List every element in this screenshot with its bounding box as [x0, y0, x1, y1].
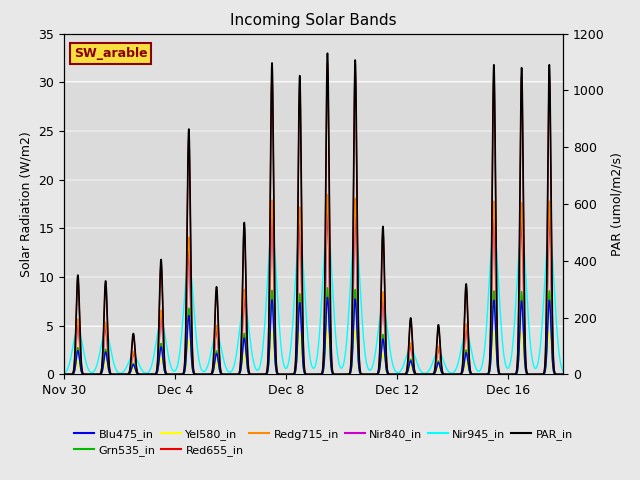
Y-axis label: Solar Radiation (W/m2): Solar Radiation (W/m2) [20, 131, 33, 277]
Y-axis label: PAR (umol/m2/s): PAR (umol/m2/s) [611, 152, 623, 256]
Text: SW_arable: SW_arable [74, 47, 148, 60]
Title: Incoming Solar Bands: Incoming Solar Bands [230, 13, 397, 28]
Legend: Blu475_in, Grn535_in, Yel580_in, Red655_in, Redg715_in, Nir840_in, Nir945_in, PA: Blu475_in, Grn535_in, Yel580_in, Red655_… [70, 424, 577, 460]
Bar [64, 82, 563, 326]
